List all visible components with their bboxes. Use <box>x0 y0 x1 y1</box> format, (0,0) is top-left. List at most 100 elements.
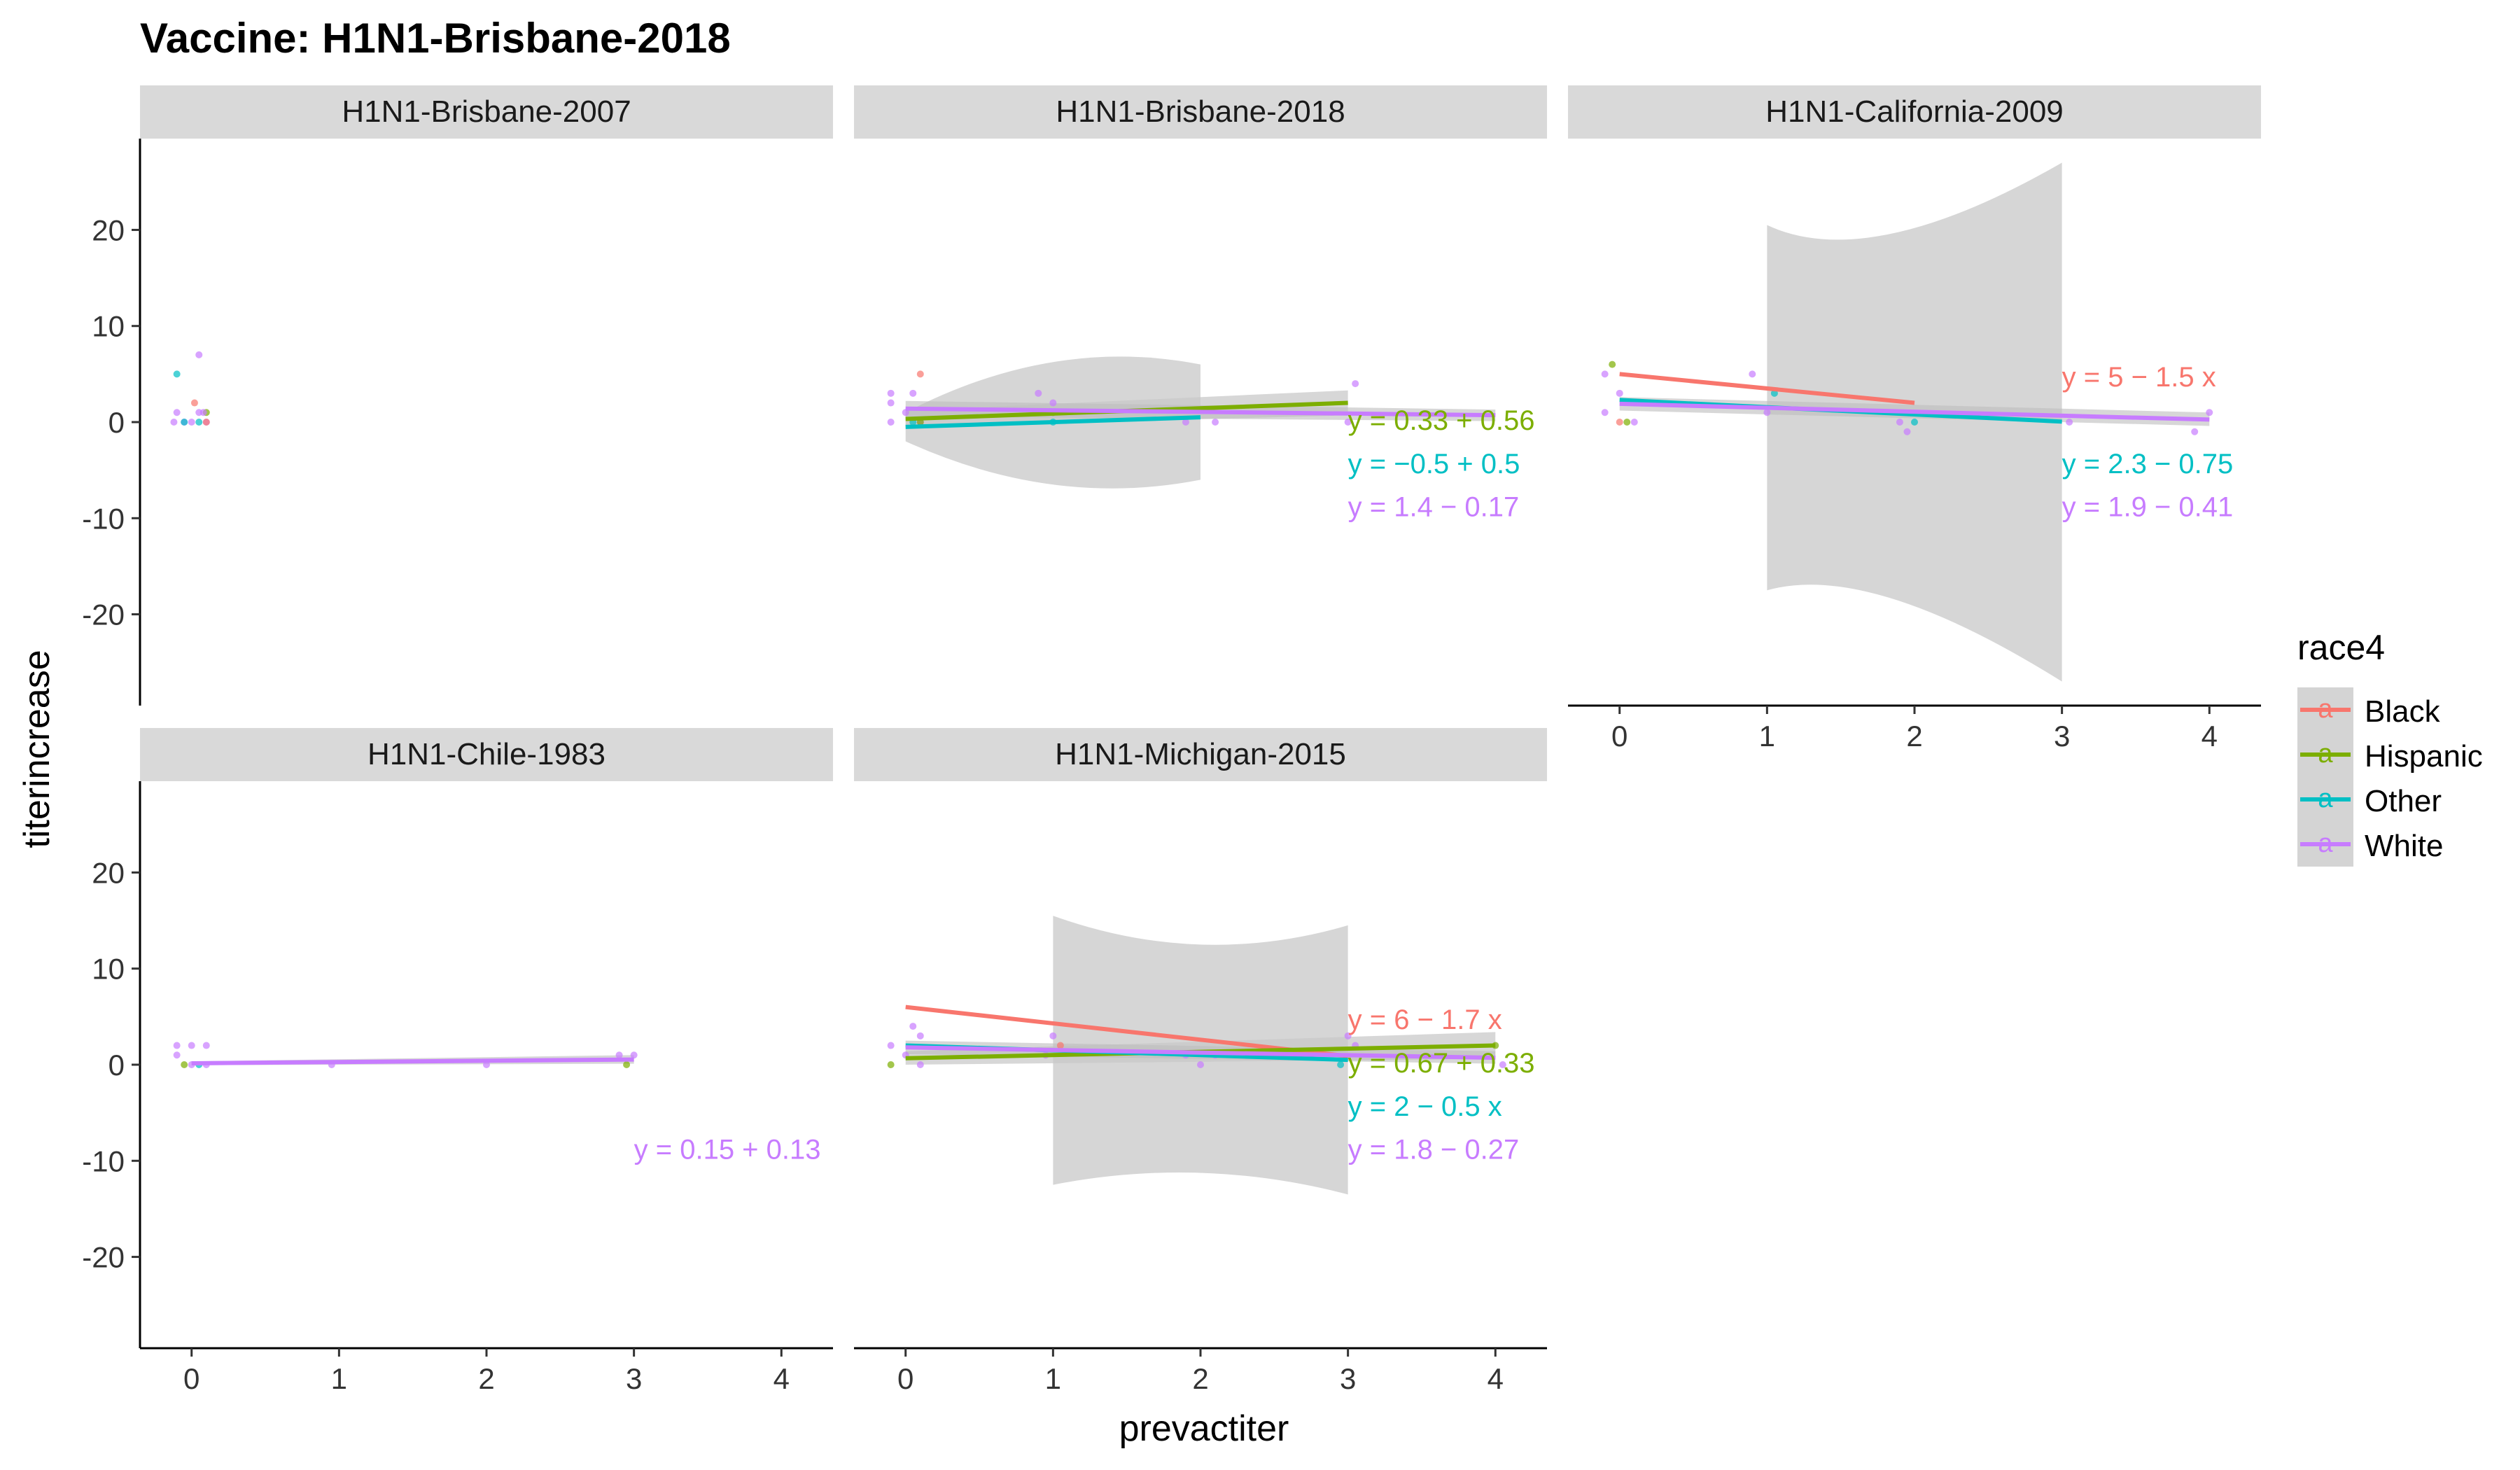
legend-key-glyph: a <box>2318 784 2333 813</box>
fit-line-white <box>1619 401 2210 422</box>
data-point-white <box>1749 370 1756 378</box>
regression-equation-white: y = 1.4 − 0.17 <box>1348 492 1520 523</box>
legend-label-hispanic: Hispanic <box>2365 739 2483 774</box>
x-tick-label: 0 <box>183 1362 200 1395</box>
data-point-white <box>630 1051 638 1059</box>
legend-key-glyph: a <box>2318 694 2333 724</box>
y-tick-label: -20 <box>82 1241 125 1274</box>
legend-title: race4 <box>2297 628 2385 667</box>
facet-h1n1-brisbane-2007: H1N1-Brisbane-2007 -20 -10 0 10 20 <box>82 85 833 706</box>
data-point-white <box>1035 389 1042 397</box>
fit-line-white <box>905 406 1496 418</box>
data-point-white <box>615 1051 623 1059</box>
plot-area <box>170 351 210 426</box>
data-point-white <box>173 409 181 416</box>
data-point-white <box>916 1061 924 1068</box>
data-point-hispanic <box>623 1061 631 1068</box>
data-point-other <box>1911 419 1918 426</box>
data-point-black <box>190 399 198 407</box>
facet-strip-label: H1N1-Brisbane-2007 <box>342 94 631 129</box>
data-point-black <box>1616 419 1623 426</box>
data-point-white <box>173 1042 181 1049</box>
data-point-white <box>1182 419 1189 426</box>
facets-layer: H1N1-Brisbane-2007-20-1001020H1N1-Brisba… <box>82 85 2261 1395</box>
x-tick-label: 2 <box>1192 1362 1208 1395</box>
data-point-white <box>1344 1032 1352 1040</box>
data-point-white <box>1352 380 1359 388</box>
x-tick-label: 3 <box>1340 1362 1356 1395</box>
data-point-white <box>1049 399 1057 407</box>
facet-h1n1-california-2009: H1N1-California-2009 y = 5 − 1.5 x y = 2.3… <box>1568 85 2261 752</box>
legend-label-white: White <box>2365 829 2443 863</box>
y-tick-label: 10 <box>92 310 125 343</box>
fit-line-white <box>905 1045 1496 1060</box>
data-point-white <box>1896 419 1903 426</box>
regression-equation-white: y = 0.15 + 0.13 <box>634 1135 821 1166</box>
data-point-other <box>173 370 181 378</box>
regression-equation-white: y = 1.8 − 0.27 <box>1348 1135 1520 1166</box>
data-point-white <box>202 1042 210 1049</box>
y-tick-label: 0 <box>108 1049 125 1082</box>
legend-key-black: a Black <box>2297 687 2441 732</box>
data-point-black <box>1056 1042 1064 1049</box>
facet-strip <box>140 728 833 781</box>
plot-title: Vaccine: H1N1-Brisbane-2018 <box>140 15 731 62</box>
data-point-black <box>916 370 924 378</box>
y-tick-label: 0 <box>108 406 125 439</box>
data-point-black <box>202 419 210 426</box>
data-point-white <box>1616 389 1623 397</box>
data-point-white <box>1903 428 1911 435</box>
facet-strip <box>854 728 1547 781</box>
y-tick-label: 20 <box>92 214 125 246</box>
data-point-white <box>483 1061 490 1068</box>
data-point-other <box>181 419 188 426</box>
facet-strip <box>1568 85 2261 139</box>
regression-equation-black: y = 6 − 1.7 x <box>1348 1004 1502 1035</box>
regression-equation-other: y = −0.5 + 0.5 <box>1348 449 1520 479</box>
legend: race4 a Black a Hispanic a Other a White <box>2297 628 2483 867</box>
data-point-other <box>1337 1061 1345 1068</box>
data-point-white <box>909 389 917 397</box>
x-tick-label: 1 <box>331 1362 347 1395</box>
x-tick-label: 2 <box>1906 720 1922 752</box>
regression-equation-other: y = 2.3 − 0.75 <box>2062 449 2234 479</box>
data-point-white <box>1344 419 1352 426</box>
data-point-other <box>195 419 203 426</box>
data-point-white <box>188 1042 195 1049</box>
fit-line-black <box>905 1004 1348 1058</box>
data-point-white <box>909 1023 917 1030</box>
x-tick-label: 4 <box>2202 720 2218 752</box>
x-tick-label: 4 <box>774 1362 790 1395</box>
x-tick-label: 4 <box>1488 1362 1504 1395</box>
y-axis-title: titerincrease <box>17 650 57 848</box>
facet-h1n1-michigan-2015: H1N1-Michigan-2015 y = 6 − 1.7 x y = 0.67 … <box>854 728 1547 1395</box>
facet-strip-label: H1N1-California-2009 <box>1765 94 2064 129</box>
data-point-white <box>1763 409 1771 416</box>
x-tick-label: 0 <box>897 1362 913 1395</box>
x-tick-label: 1 <box>1045 1362 1061 1395</box>
facet-strip-label: H1N1-Brisbane-2018 <box>1056 94 1345 129</box>
fit-line-white <box>191 1057 634 1065</box>
regression-equation-white: y = 1.9 − 0.41 <box>2062 492 2234 523</box>
fit-line-other <box>905 415 1201 429</box>
regression-equation-other: y = 2 − 0.5 x <box>1348 1091 1502 1122</box>
data-point-hispanic <box>1609 360 1616 368</box>
data-point-white <box>1197 1061 1204 1068</box>
data-point-white <box>916 1032 924 1040</box>
plot-area: y = 5 − 1.5 x y = 2.3 − 0.75 y = 1.9 − 0.4… <box>1601 162 2234 682</box>
data-point-white <box>2206 409 2213 416</box>
x-tick-label: 3 <box>2054 720 2070 752</box>
legend-label-black: Black <box>2365 694 2441 729</box>
data-point-white <box>1212 419 1219 426</box>
x-tick-label: 1 <box>1759 720 1775 752</box>
data-point-white <box>1049 1032 1057 1040</box>
y-tick-label: -20 <box>82 598 125 631</box>
facet-strip <box>140 85 833 139</box>
data-point-hispanic <box>1623 419 1631 426</box>
x-axis-title: prevactiter <box>1119 1408 1289 1449</box>
data-point-white <box>1630 419 1638 426</box>
data-point-white <box>170 419 178 426</box>
data-point-hispanic <box>181 1061 188 1068</box>
